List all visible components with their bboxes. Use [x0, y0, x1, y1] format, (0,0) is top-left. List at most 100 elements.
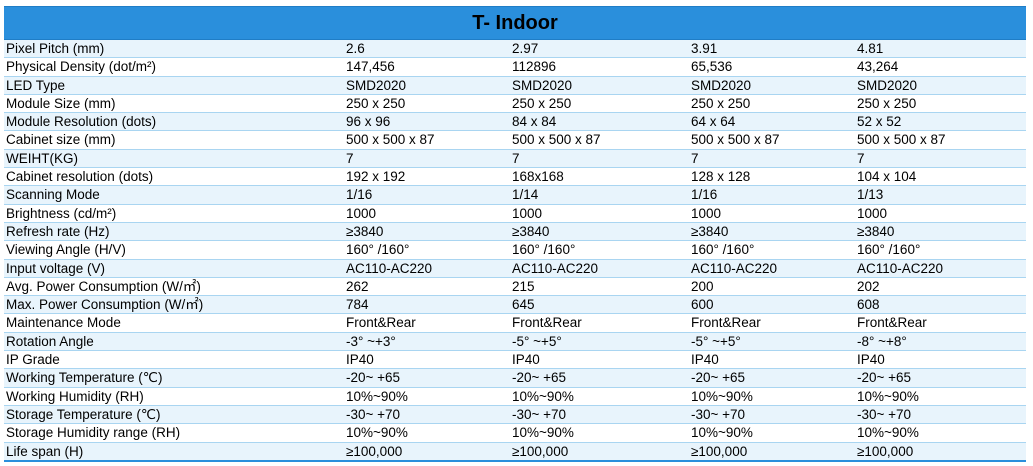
row-value-cell: 1000	[689, 204, 855, 223]
row-value-cell: 608	[855, 295, 1026, 315]
table-row: Scanning Mode 1/16 1/14 1/16 1/13	[4, 185, 1026, 205]
row-value-cell: SMD2020	[855, 76, 1026, 95]
row-value-cell: AC110-AC220	[855, 259, 1026, 278]
row-value-cell: 7	[510, 149, 689, 169]
row-value-cell: ≥3840	[855, 222, 1026, 242]
row-value-cell: SMD2020	[344, 76, 510, 95]
row-parameter-label: Brightness (cd/m²)	[4, 204, 344, 223]
row-value-cell: 500 x 500 x 87	[510, 130, 689, 150]
table-row: Brightness (cd/m²) 1000 1000 1000 1000	[4, 204, 1026, 223]
row-value-cell: 215	[510, 277, 689, 297]
row-value-cell: 128 x 128	[689, 167, 855, 187]
table-row: LED Type SMD2020 SMD2020 SMD2020 SMD2020	[4, 76, 1026, 95]
table-row: Refresh rate (Hz) ≥3840 ≥3840 ≥3840 ≥3840	[4, 222, 1026, 242]
row-value-cell: 10%~90%	[689, 423, 855, 443]
row-parameter-label: Module Resolution (dots)	[4, 112, 344, 132]
row-value-cell: Front&Rear	[689, 313, 855, 333]
row-value-cell: 500 x 500 x 87	[689, 130, 855, 150]
table-row: Module Resolution (dots) 96 x 96 84 x 84 64…	[4, 112, 1026, 132]
row-value-cell: 147,456	[344, 57, 510, 77]
row-value-cell: -5° ~+5°	[689, 332, 855, 352]
table-row: Physical Density (dot/m²) 147,456 112896 65…	[4, 57, 1026, 77]
row-parameter-label: Maintenance Mode	[4, 313, 344, 333]
row-value-cell: 250 x 250	[689, 94, 855, 114]
row-value-cell: 7	[689, 149, 855, 169]
row-value-cell: ≥3840	[689, 222, 855, 242]
row-value-cell: Front&Rear	[855, 313, 1026, 333]
table-row: Cabinet resolution (dots) 192 x 192 168x16…	[4, 167, 1026, 187]
table-row: Rotation Angle -3° ~+3° -5° ~+5° -5° ~+5° -8…	[4, 332, 1026, 352]
row-parameter-label: Refresh rate (Hz)	[4, 222, 344, 242]
row-parameter-label: Working Temperature (℃)	[4, 368, 344, 388]
row-parameter-label: Scanning Mode	[4, 185, 344, 205]
row-value-cell: 250 x 250	[344, 94, 510, 114]
table-row: Max. Power Consumption (W/㎡) 784 645 600 608	[4, 295, 1026, 315]
table-row: Cabinet size (mm) 500 x 500 x 87 500 x 500…	[4, 130, 1026, 150]
row-value-cell: 168x168	[510, 167, 689, 187]
row-value-cell: 10%~90%	[855, 387, 1026, 406]
row-value-cell: -30~ +70	[689, 405, 855, 425]
row-value-cell: 112896	[510, 57, 689, 77]
row-parameter-label: LED Type	[4, 76, 344, 95]
row-parameter-label: WEIHT(KG)	[4, 149, 344, 169]
table-row: Storage Temperature (℃) -30~ +70 -30~ +70-…	[4, 405, 1026, 425]
table-row: Storage Humidity range (RH) 10%~90% 10%~90…	[4, 423, 1026, 443]
table-row: Pixel Pitch (mm) 2.6 2.97 3.91 4.81	[4, 40, 1026, 59]
row-parameter-label: Life span (H)	[4, 442, 344, 462]
table-row: Life span (H) ≥100,000 ≥100,000 ≥100,000 ≥10…	[4, 442, 1026, 462]
table-row: WEIHT(KG) 7 7 7 7	[4, 149, 1026, 169]
row-parameter-label: Physical Density (dot/m²)	[4, 57, 344, 77]
row-value-cell: 43,264	[855, 57, 1026, 77]
row-value-cell: 600	[689, 295, 855, 315]
table-row: Module Size (mm) 250 x 250 250 x 250 250 x …	[4, 94, 1026, 114]
row-value-cell: SMD2020	[510, 76, 689, 95]
row-value-cell: 64 x 64	[689, 112, 855, 132]
row-value-cell: AC110-AC220	[344, 259, 510, 278]
row-parameter-label: Cabinet size (mm)	[4, 130, 344, 150]
row-value-cell: 10%~90%	[510, 387, 689, 406]
row-value-cell: AC110-AC220	[510, 259, 689, 278]
row-value-cell: 1/13	[855, 185, 1026, 205]
row-value-cell: SMD2020	[689, 76, 855, 95]
row-parameter-label: Storage Humidity range (RH)	[4, 423, 344, 443]
row-value-cell: -20~ +65	[510, 368, 689, 388]
row-value-cell: 10%~90%	[855, 423, 1026, 443]
row-parameter-label: Input voltage (V)	[4, 259, 344, 278]
row-value-cell: 84 x 84	[510, 112, 689, 132]
row-value-cell: 10%~90%	[689, 387, 855, 406]
spec-table-body: Pixel Pitch (mm) 2.6 2.97 3.91 4.81 Physical …	[4, 40, 1026, 462]
table-row: Avg. Power Consumption (W/㎡) 262 215 200 202	[4, 277, 1026, 297]
row-parameter-label: Module Size (mm)	[4, 94, 344, 114]
row-value-cell: 52 x 52	[855, 112, 1026, 132]
row-value-cell: 7	[344, 149, 510, 169]
row-value-cell: 10%~90%	[510, 423, 689, 443]
row-value-cell: 160° /160°	[344, 240, 510, 260]
row-parameter-label: Cabinet resolution (dots)	[4, 167, 344, 187]
row-value-cell: IP40	[689, 350, 855, 370]
row-parameter-label: Avg. Power Consumption (W/㎡)	[4, 277, 344, 297]
row-value-cell: -30~ +70	[855, 405, 1026, 425]
spec-sheet: T- Indoor Pixel Pitch (mm) 2.6 2.97 3.91 4.8…	[4, 6, 1026, 462]
row-value-cell: -30~ +70	[344, 405, 510, 425]
row-value-cell: -20~ +65	[855, 368, 1026, 388]
row-value-cell: 7	[855, 149, 1026, 169]
row-value-cell: ≥3840	[510, 222, 689, 242]
row-value-cell: 104 x 104	[855, 167, 1026, 187]
row-value-cell: 1/16	[689, 185, 855, 205]
row-parameter-label: Viewing Angle (H/V)	[4, 240, 344, 260]
row-value-cell: IP40	[855, 350, 1026, 370]
row-value-cell: Front&Rear	[510, 313, 689, 333]
row-value-cell: 1000	[855, 204, 1026, 223]
row-value-cell: 1000	[344, 204, 510, 223]
row-value-cell: 500 x 500 x 87	[855, 130, 1026, 150]
row-value-cell: 10%~90%	[344, 423, 510, 443]
row-value-cell: ≥100,000	[689, 442, 855, 462]
row-value-cell: 250 x 250	[510, 94, 689, 114]
row-value-cell: 160° /160°	[855, 240, 1026, 260]
row-value-cell: 1000	[510, 204, 689, 223]
row-value-cell: -5° ~+5°	[510, 332, 689, 352]
row-value-cell: -8° ~+8°	[855, 332, 1026, 352]
row-parameter-label: IP Grade	[4, 350, 344, 370]
row-value-cell: 250 x 250	[855, 94, 1026, 114]
row-parameter-label: Working Humidity (RH)	[4, 387, 344, 406]
